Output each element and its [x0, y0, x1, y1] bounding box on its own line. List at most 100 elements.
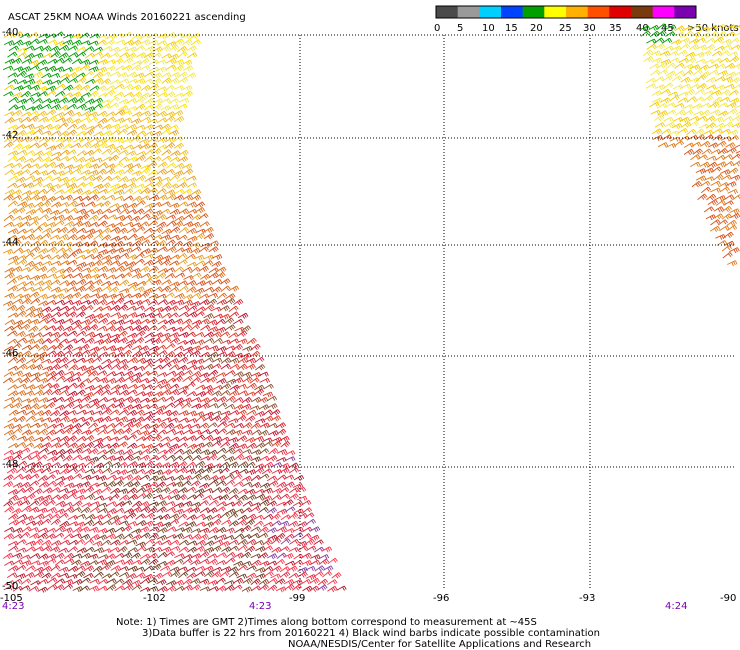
wind-barb: [139, 143, 151, 150]
wind-barb: [139, 586, 151, 592]
wind-barb: [148, 482, 159, 488]
wind-barb: [127, 156, 139, 163]
wind-barb: [67, 442, 78, 449]
wind-barb: [105, 274, 116, 280]
wind-barb: [122, 57, 134, 64]
wind-barb: [15, 105, 26, 111]
wind-barb: [110, 304, 121, 312]
wind-barb: [46, 39, 58, 45]
wind-barb: [114, 376, 125, 384]
wind-barb: [96, 502, 108, 508]
wind-barb: [215, 272, 226, 279]
wind-barb: [155, 475, 167, 482]
wind-barb: [89, 142, 101, 149]
wind-barb: [720, 89, 731, 96]
wind-barb: [169, 72, 181, 79]
wind-barb: [72, 272, 83, 279]
wind-barb: [55, 83, 66, 90]
wind-barb: [657, 110, 668, 117]
wind-barb: [110, 175, 121, 182]
wind-barb: [193, 254, 205, 261]
wind-barb: [54, 370, 65, 377]
wind-barb: [234, 453, 245, 461]
wind-barb: [734, 71, 740, 76]
wind-barb: [121, 272, 132, 279]
wind-barb: [680, 76, 691, 84]
wind-barb: [275, 532, 286, 540]
wind-barb: [160, 259, 171, 266]
wind-barb: [97, 481, 108, 487]
wind-barb: [191, 272, 202, 279]
wind-barb: [29, 473, 40, 480]
wind-barb: [63, 370, 75, 376]
wind-barb: [649, 30, 660, 38]
wind-barb: [114, 265, 126, 272]
wind-barb: [6, 304, 18, 312]
wind-barb: [84, 441, 95, 449]
wind-barb: [695, 37, 706, 43]
wind-barb: [224, 584, 235, 591]
wind-barb: [699, 26, 711, 33]
wind-barb: [25, 540, 37, 547]
legend-label-30: 30: [583, 23, 596, 34]
wind-barb: [219, 331, 230, 338]
wind-barb: [68, 539, 79, 546]
wind-barb: [198, 213, 209, 220]
wind-barb: [12, 482, 24, 489]
wind-barb: [186, 45, 197, 52]
legend-swatch: [652, 6, 675, 18]
wind-barb: [23, 515, 35, 522]
wind-barb: [84, 156, 96, 163]
wind-barb: [169, 281, 180, 288]
wind-barb: [136, 545, 147, 553]
wind-barb: [70, 376, 82, 383]
wind-barb: [160, 176, 171, 183]
wind-barb: [140, 423, 151, 430]
wind-barb: [729, 213, 740, 220]
wind-barb: [41, 72, 52, 79]
wind-barb: [46, 109, 57, 116]
wind-barb: [67, 234, 78, 241]
wind-barb: [135, 330, 146, 337]
wind-barb: [181, 324, 192, 331]
wind-barb: [233, 299, 244, 306]
wind-barb: [29, 403, 40, 410]
wind-barb: [122, 293, 133, 300]
wind-barb: [11, 578, 23, 585]
wind-barb: [72, 586, 84, 593]
wind-barb: [92, 365, 103, 371]
wind-barb: [8, 208, 19, 215]
wind-barb: [220, 363, 231, 370]
wind-barb: [53, 532, 65, 539]
wind-barb: [38, 447, 49, 454]
wind-barb: [266, 553, 278, 560]
wind-barb: [125, 182, 137, 189]
wind-barb: [177, 339, 188, 346]
wind-barb: [50, 79, 62, 85]
wind-barb: [305, 565, 316, 572]
wind-barb: [190, 501, 201, 508]
wind-barb: [15, 564, 27, 571]
wind-barb: [151, 487, 163, 494]
pass-time-2: 4:23: [249, 601, 271, 612]
wind-barb: [118, 78, 130, 84]
wind-barb: [33, 207, 44, 214]
wind-barb: [96, 168, 107, 176]
wind-barb: [118, 288, 130, 294]
wind-barb: [270, 573, 281, 579]
wind-barb: [64, 187, 75, 194]
wind-barb: [729, 208, 740, 215]
wind-barb: [4, 506, 15, 513]
wind-barb: [20, 481, 31, 489]
wind-barb: [667, 51, 679, 57]
wind-barb: [234, 533, 245, 540]
wind-barb: [651, 97, 663, 104]
wind-barb: [199, 474, 211, 481]
wind-barb: [718, 182, 729, 188]
wind-barb: [278, 520, 290, 527]
wind-barb: [126, 98, 137, 104]
wind-barb: [732, 63, 740, 70]
wind-barb: [96, 424, 108, 430]
wind-barb: [102, 461, 113, 467]
wind-barb: [41, 572, 52, 579]
